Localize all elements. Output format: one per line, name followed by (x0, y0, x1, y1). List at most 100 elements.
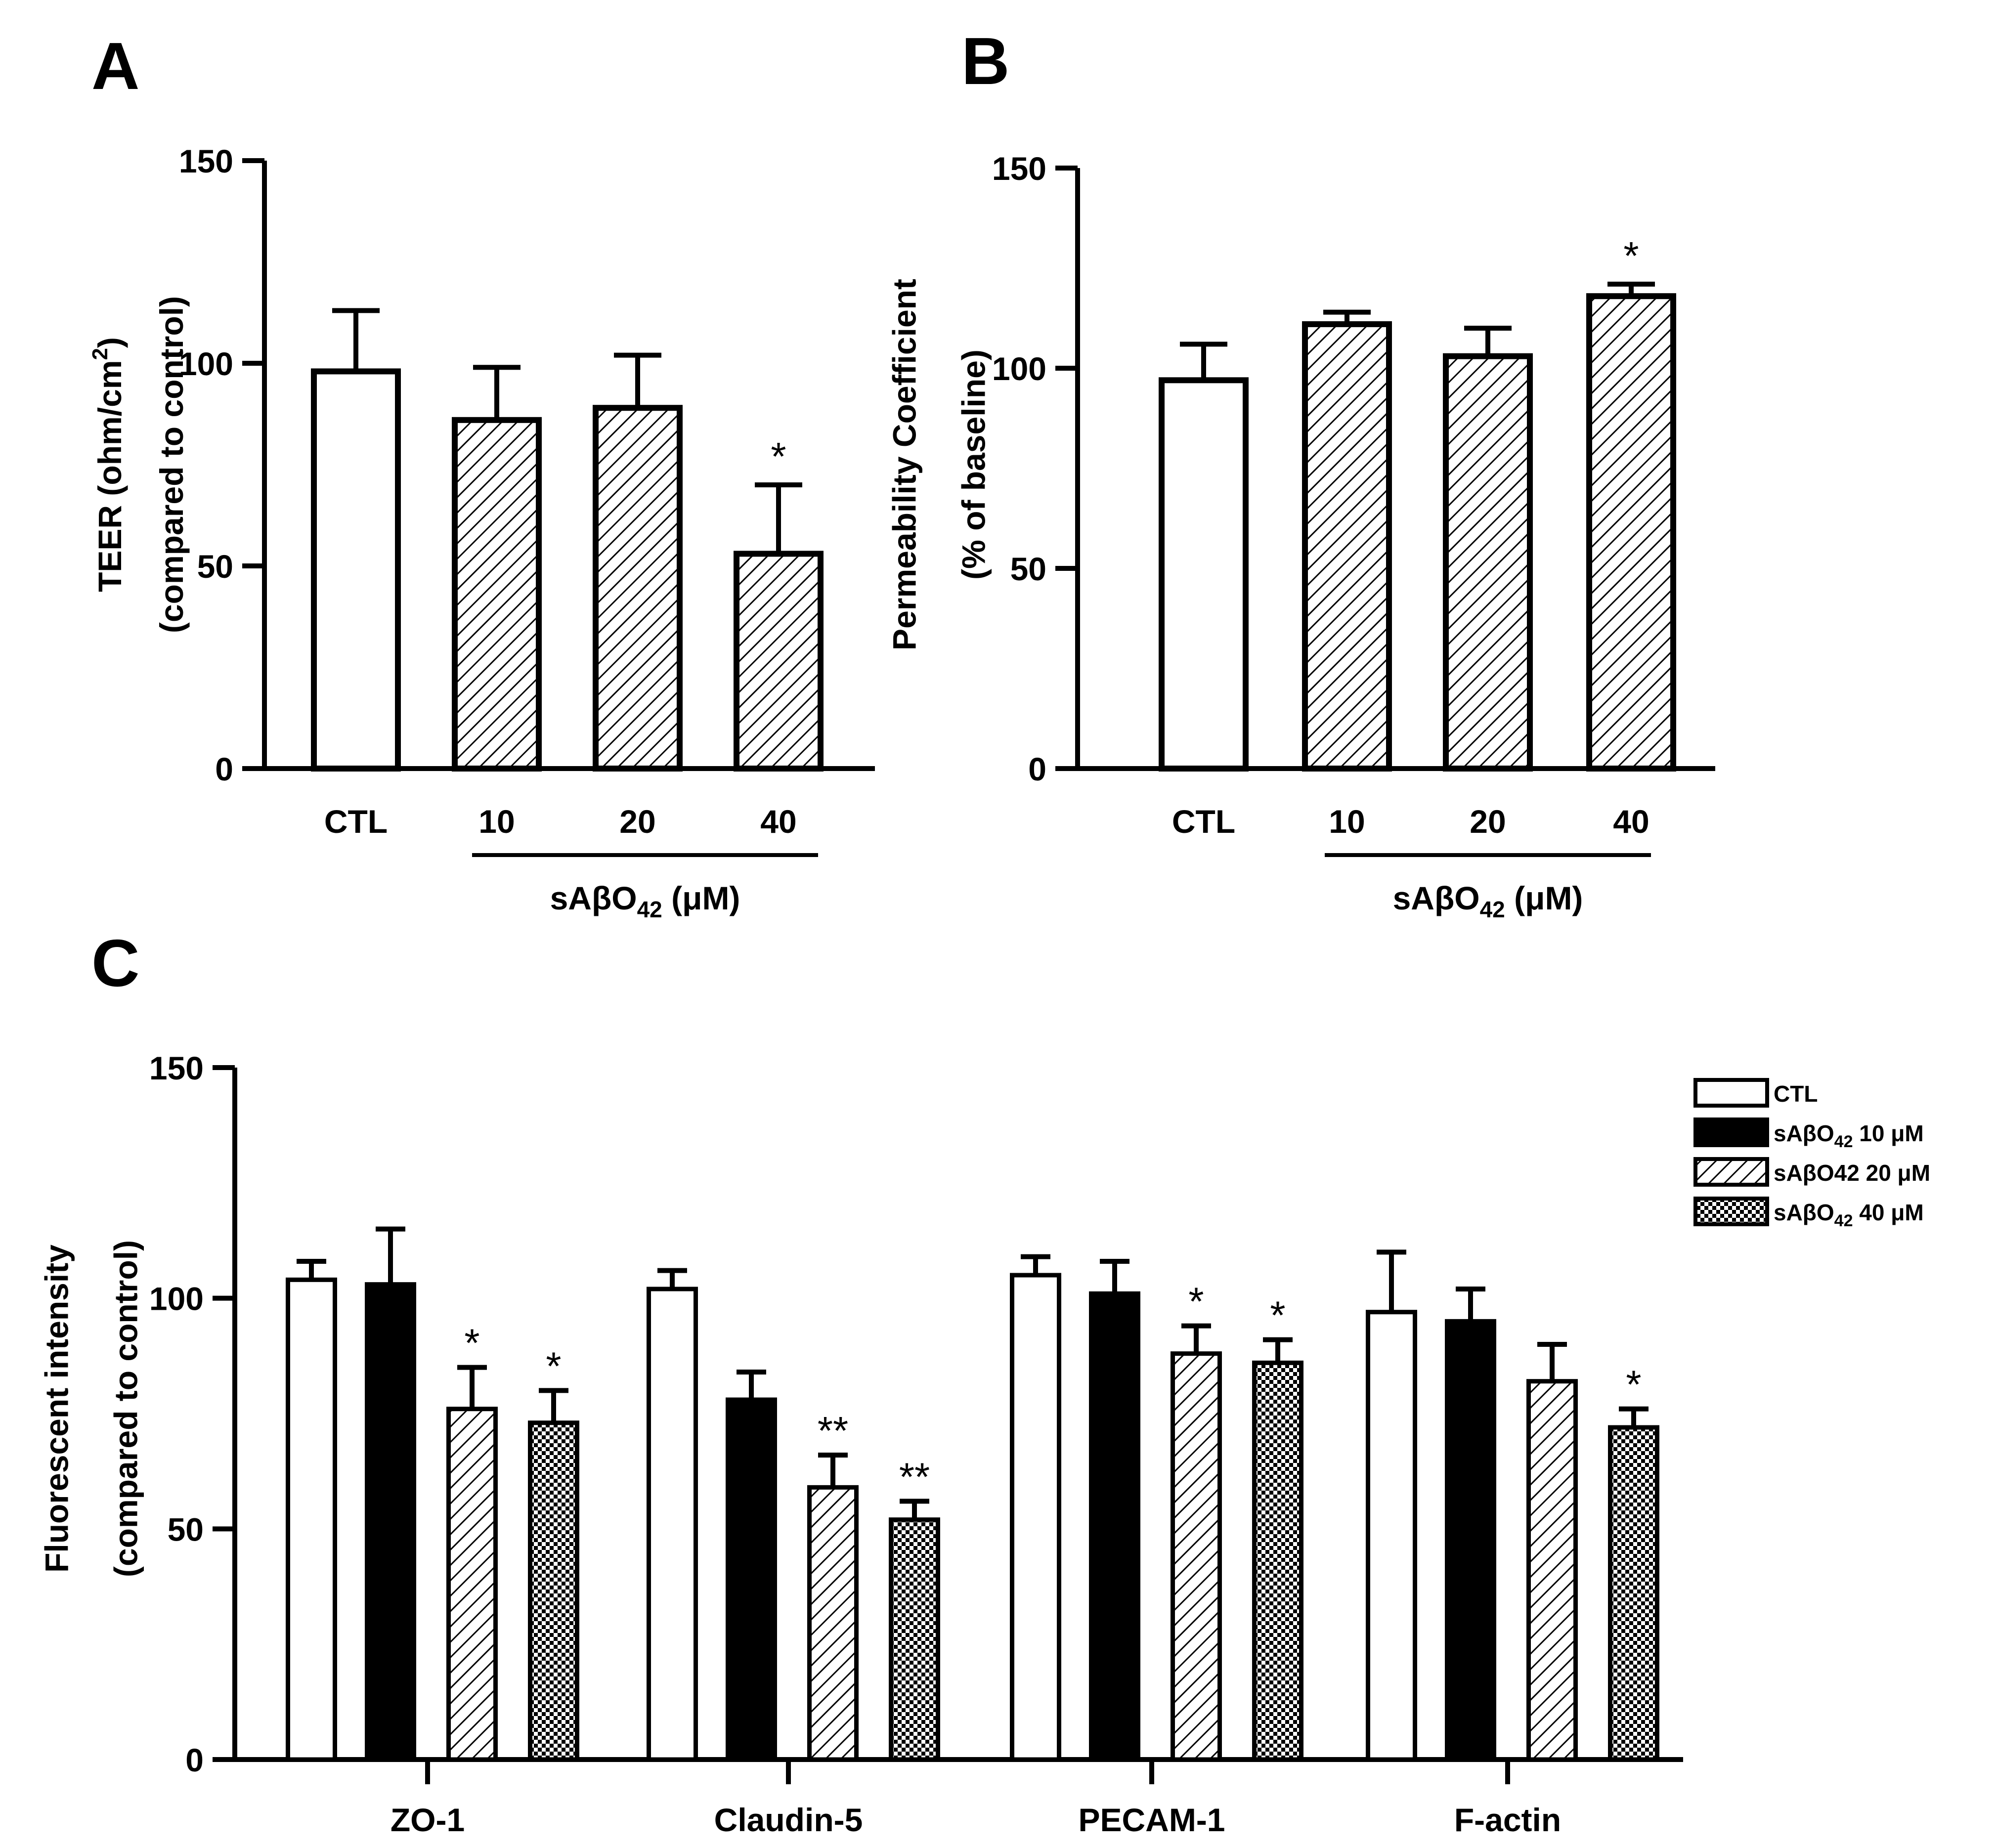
bar-40 (734, 551, 824, 772)
legend-entry-prefix: sAβO42 (1774, 1160, 1860, 1186)
x-category-label: 10 (1329, 803, 1365, 840)
panel-label-c: C (91, 926, 140, 1000)
bar-claudin-5-series-0 (647, 1287, 698, 1762)
legend-entry-suffix: 40 μM (1853, 1200, 1924, 1225)
bar-zo-1-series-3 (528, 1420, 579, 1762)
legend-swatch (1693, 1117, 1769, 1147)
y-axis-label-close: ) (91, 337, 128, 348)
y-tick-label: 0 (1028, 751, 1046, 787)
chart-c: 0 50 100 150 Fluorescent intensity (compared … (39, 1050, 1931, 1838)
significance-marker: * (1623, 234, 1639, 278)
y-axis-label-line2: (compared to control) (108, 1240, 144, 1577)
y-tick-label: 100 (149, 1281, 204, 1317)
y-tick-label: 150 (179, 143, 233, 179)
bar-ctl (1159, 377, 1249, 772)
chart-b: 0 50 100 150 Permeability Coefficient (% of b… (886, 150, 1715, 922)
y-axis-label-line2: (compared to control) (153, 296, 190, 633)
x-category-label: 40 (760, 803, 796, 840)
significance-marker: ** (818, 1409, 848, 1453)
significance-marker: ** (899, 1455, 930, 1499)
y-axis-label: TEER (ohm/cm2) (compared to control) (88, 296, 190, 633)
group-label-suffix: (μM) (1505, 880, 1583, 916)
significance-marker: * (546, 1344, 561, 1388)
bar-20 (593, 405, 683, 772)
legend-entry-suffix: 10 μM (1853, 1120, 1924, 1146)
bar-f-actin-series-2 (1526, 1379, 1578, 1762)
group-label-sub: 42 (637, 897, 662, 922)
significance-marker: * (464, 1321, 479, 1365)
legend-entry-label: CTL (1774, 1081, 1818, 1107)
legend-entry: sAβO42 20 μM (1774, 1160, 1930, 1186)
x-category-label: ZO-1 (391, 1802, 465, 1838)
x-category-label: PECAM-1 (1078, 1802, 1225, 1838)
bar-claudin-5-series-2 (807, 1485, 859, 1762)
y-axis-label: Permeability Coefficient (% of baseline) (886, 279, 992, 650)
significance-marker: * (1626, 1363, 1641, 1407)
legend-swatch (1693, 1197, 1769, 1226)
y-tick-label: 150 (149, 1050, 204, 1086)
panel-label-a: A (91, 29, 140, 103)
bar-pecam-1-series-1 (1089, 1291, 1140, 1762)
bar-20 (1443, 353, 1533, 772)
bar-claudin-5-series-1 (726, 1397, 777, 1762)
group-label-sub: 42 (1480, 897, 1505, 922)
bar-f-actin-series-3 (1608, 1425, 1659, 1762)
bar-ctl (311, 368, 401, 772)
y-tick-label: 150 (992, 150, 1046, 187)
bar-pecam-1-series-2 (1171, 1351, 1222, 1762)
bar-zo-1-series-0 (286, 1277, 337, 1762)
legend-entry-sub: 42 (1834, 1132, 1853, 1151)
panel-label-b: B (961, 24, 1010, 98)
legend-entry-suffix: 20 μM (1860, 1160, 1930, 1186)
y-tick-label: 0 (185, 1742, 204, 1778)
x-category-label: CTL (324, 803, 388, 840)
x-category-label: 20 (1470, 803, 1506, 840)
bar-f-actin-series-0 (1366, 1310, 1417, 1762)
significance-marker: * (1270, 1293, 1285, 1337)
legend-swatch (1693, 1078, 1769, 1108)
significance-marker: * (771, 434, 786, 478)
y-axis-label-line1: Permeability Coefficient (886, 279, 923, 650)
y-tick-label: 50 (168, 1511, 204, 1547)
legend-entry-sub: 42 (1834, 1211, 1853, 1230)
x-category-label: 40 (1613, 803, 1649, 840)
group-label-suffix: (μM) (662, 880, 740, 916)
bar-f-actin-series-1 (1445, 1319, 1496, 1762)
bar-zo-1-series-2 (446, 1407, 498, 1762)
y-axis-label-sup: 2 (88, 348, 112, 360)
bar-40 (1586, 293, 1676, 772)
bar-pecam-1-series-3 (1252, 1360, 1303, 1762)
y-tick-label: 100 (992, 350, 1046, 387)
legend-entry: sAβO42 10 μM (1774, 1120, 1924, 1151)
y-axis-label-line1: Fluorescent intensity (39, 1245, 75, 1573)
group-label-prefix: sAβO (1393, 880, 1480, 916)
bar-zo-1-series-1 (365, 1282, 416, 1762)
legend-entry: sAβO42 40 μM (1774, 1200, 1924, 1230)
group-label: sAβO42 (μM) (550, 880, 740, 922)
y-tick-label: 0 (215, 751, 233, 787)
bar-claudin-5-series-3 (889, 1517, 940, 1762)
y-axis-label: Fluorescent intensity (compared to contro… (39, 1240, 144, 1577)
y-axis-label-text: Fluorescent intensity (39, 1245, 75, 1573)
group-label-prefix: sAβO (550, 880, 637, 916)
legend-entry: CTL (1774, 1081, 1818, 1107)
bar-pecam-1-series-0 (1010, 1273, 1061, 1762)
bar-10 (1302, 321, 1392, 772)
significance-marker: * (1188, 1280, 1204, 1324)
chart-a: 0 50 100 150 TEER (ohm/cm2) (compared to cont… (88, 143, 875, 922)
y-axis-label-line1: TEER (ohm/cm2) (88, 337, 128, 592)
bar-10 (452, 417, 542, 772)
x-category-label: Claudin-5 (714, 1802, 863, 1838)
y-tick-label: 50 (197, 548, 233, 585)
y-axis-label-line2: (% of baseline) (955, 349, 992, 580)
legend-swatch (1693, 1157, 1769, 1187)
x-category-label: 20 (619, 803, 655, 840)
x-category-label: CTL (1172, 803, 1235, 840)
legend-entry-prefix: sAβO (1774, 1200, 1834, 1225)
y-axis-label-text: TEER (ohm/cm (91, 360, 128, 592)
y-tick-label: 50 (1010, 551, 1046, 587)
y-axis-label-text: Permeability Coefficient (886, 279, 923, 650)
group-label: sAβO42 (μM) (1393, 880, 1583, 922)
